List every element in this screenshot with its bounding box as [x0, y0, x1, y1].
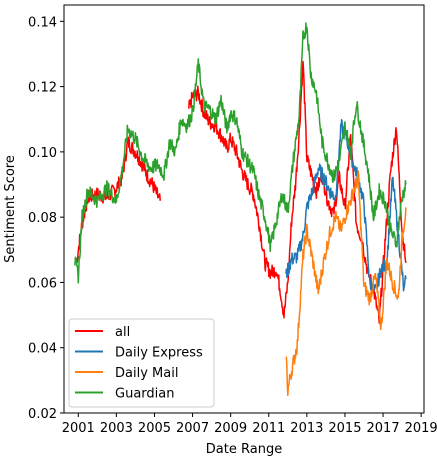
y-axis: 0.02 0.04 0.06 0.08 0.10 0.12 0.14 — [28, 15, 64, 422]
series-line-guardian-4 — [73, 22, 407, 284]
plot-frame — [63, 4, 425, 414]
y-tick-label: 0.06 — [28, 276, 57, 291]
y-tick-label: 0.04 — [28, 342, 57, 357]
x-tick-label: 2009 — [214, 421, 247, 436]
series-layer — [73, 22, 407, 397]
y-tick-label: 0.10 — [28, 146, 57, 161]
legend-label: Daily Express — [115, 346, 203, 361]
x-tick-label: 2005 — [138, 421, 171, 436]
x-tick-label: 2001 — [62, 421, 95, 436]
x-tick-label: 2007 — [176, 421, 209, 436]
y-tick-label: 0.14 — [28, 15, 57, 30]
x-tick-label: 2015 — [328, 421, 361, 436]
x-tick-label: 2013 — [290, 421, 323, 436]
y-tick-label: 0.08 — [28, 211, 57, 226]
x-tick-label: 2003 — [100, 421, 133, 436]
x-tick-label: 2019 — [405, 421, 437, 436]
series-line-daily-mail-3 — [285, 170, 407, 397]
legend: all Daily Express Daily Mail Guardian — [68, 318, 215, 408]
x-tick-label: 2011 — [252, 421, 285, 436]
legend-label: all — [115, 325, 130, 340]
legend-box — [68, 318, 215, 408]
x-axis: 2001 2003 2005 2007 2009 2011 2013 2015 2017 2019 — [62, 413, 437, 436]
legend-label: Daily Mail — [115, 366, 178, 381]
y-tick-label: 0.12 — [28, 81, 57, 96]
y-tick-label: 0.02 — [28, 407, 57, 422]
x-axis-label: Date Range — [206, 442, 282, 456]
y-axis-label: Sentiment Score — [3, 155, 18, 263]
x-tick-label: 2017 — [367, 421, 400, 436]
legend-label: Guardian — [115, 387, 174, 402]
